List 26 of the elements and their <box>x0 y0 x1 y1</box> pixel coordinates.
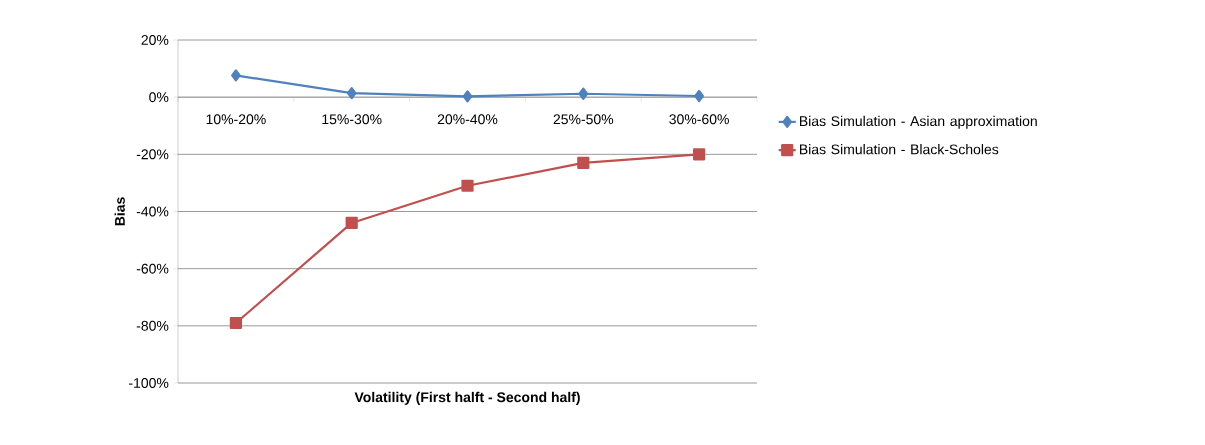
y-tick-label: -100% <box>129 378 169 388</box>
legend-label: Bias Simulation - Asian approximation <box>799 115 1037 129</box>
point <box>229 316 242 330</box>
y-tick-label: 0% <box>149 92 169 103</box>
point <box>693 148 706 161</box>
y-tick-label: -20% <box>136 149 169 160</box>
x-axis-title: Volatility (First halft - Second half) <box>354 391 580 405</box>
point <box>345 216 358 230</box>
point <box>578 87 589 100</box>
y-axis-title: Bias <box>114 197 125 226</box>
point <box>694 89 704 103</box>
point <box>461 179 474 192</box>
legend-label: Bias Simulation - Black-Scholes <box>799 144 999 155</box>
y-tick-label: 20% <box>141 35 169 45</box>
y-tick-label: -60% <box>136 263 169 274</box>
x-tick-label: 30%-60% <box>669 114 729 125</box>
point <box>577 156 590 170</box>
x-tick-label: 10%-20% <box>206 114 266 125</box>
y-tick-label: -80% <box>136 320 169 331</box>
x-tick-label: 20%-40% <box>437 114 498 125</box>
y-tick-label: -40% <box>136 206 169 217</box>
x-tick-label: 15%-30% <box>322 114 382 125</box>
point <box>462 90 473 103</box>
x-tick-label: 25%-50% <box>553 114 614 125</box>
point <box>346 87 357 100</box>
point <box>231 69 241 82</box>
